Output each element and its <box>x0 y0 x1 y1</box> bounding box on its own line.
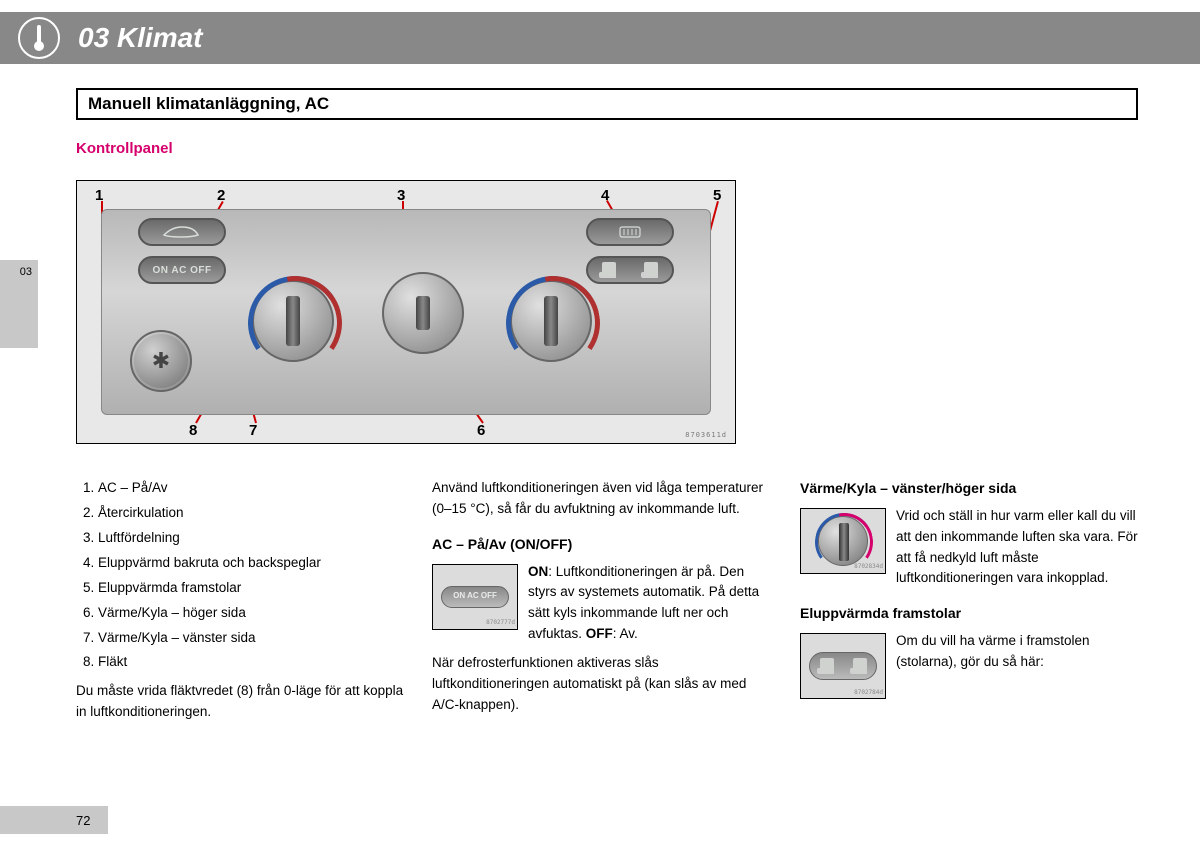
subheading-kontrollpanel: Kontrollpanel <box>76 140 173 157</box>
sub-ac-onoff: AC – På/Av (ON/OFF) <box>432 534 772 556</box>
thumb-temp-dial: 8702834d <box>800 508 886 574</box>
legend-column: AC – På/Av Återcirkulation Luftfördelnin… <box>76 478 416 723</box>
chapter-header: 03 Klimat <box>0 12 1200 64</box>
defroster-note: När defrosterfunktionen aktiveras slås l… <box>432 653 772 716</box>
thumb-code: 8702777d <box>486 618 515 627</box>
list-item: Eluppvärmd bakruta och backspeglar <box>98 553 416 574</box>
body-column-2: Använd luftkonditioneringen även vid låg… <box>432 478 772 716</box>
thumb-heated-seats: 8702784d <box>800 633 886 699</box>
chapter-title: 03 Klimat <box>78 22 203 54</box>
callout-6: 6 <box>477 422 485 439</box>
legend-note: Du måste vrida fläktvredet (8) från 0-lä… <box>76 681 416 723</box>
list-item: Värme/Kyla – vänster sida <box>98 628 416 649</box>
temp-dial-right <box>510 280 592 362</box>
intro-paragraph: Använd luftkonditioneringen även vid låg… <box>432 478 772 520</box>
list-item: AC – På/Av <box>98 478 416 499</box>
callout-7: 7 <box>249 422 257 439</box>
sub-varme-kyla: Värme/Kyla – vänster/höger sida <box>800 478 1140 500</box>
list-item: Eluppvärmda framstolar <box>98 578 416 599</box>
thermometer-icon <box>18 17 60 59</box>
body-column-3: Värme/Kyla – vänster/höger sida 8702834d… <box>800 478 1140 701</box>
side-chapter-tab: 03 <box>0 260 38 348</box>
list-item: Återcirkulation <box>98 503 416 524</box>
list-item: Fläkt <box>98 652 416 673</box>
air-dist-dial <box>382 272 464 354</box>
legend-list: AC – På/Av Återcirkulation Luftfördelnin… <box>76 478 416 673</box>
section-title: Manuell klimatanläggning, AC <box>76 88 1138 120</box>
panel-body: ON AC OFF ✱ <box>101 209 711 415</box>
heated-seats-button <box>586 256 674 284</box>
fan-dial: ✱ <box>130 330 192 392</box>
list-item: Värme/Kyla – höger sida <box>98 603 416 624</box>
page-number: 72 <box>0 806 108 834</box>
control-panel-diagram: 1 2 3 4 5 8 7 6 ON AC OFF ✱ <box>76 180 736 444</box>
thumb-ac-label: ON AC OFF <box>441 586 509 608</box>
temp-dial-left <box>252 280 334 362</box>
list-item: Luftfördelning <box>98 528 416 549</box>
callout-8: 8 <box>189 422 197 439</box>
defrost-button <box>586 218 674 246</box>
recirc-button <box>138 218 226 246</box>
sub-eluppvarmda: Eluppvärmda framstolar <box>800 603 1140 625</box>
ac-onoff-button: ON AC OFF <box>138 256 226 284</box>
thumb-ac-button: ON AC OFF 8702777d <box>432 564 518 630</box>
fan-icon: ✱ <box>152 348 170 374</box>
figure-code: 8703611d <box>685 431 727 439</box>
thumb-code: 8702784d <box>854 688 883 697</box>
thumb-code: 8702834d <box>854 562 883 571</box>
